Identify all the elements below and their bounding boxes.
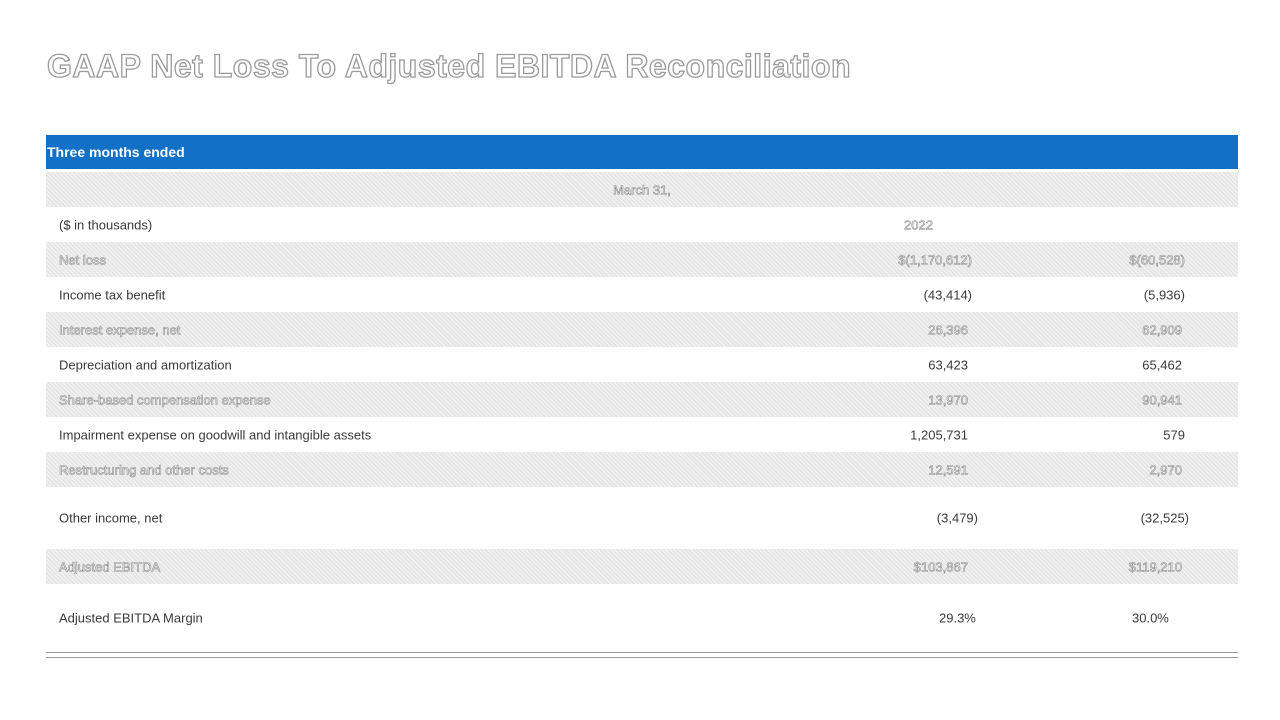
row-label: Interest expense, net bbox=[59, 322, 181, 338]
row-value-2021: 30.0% bbox=[1132, 610, 1169, 626]
row-value-2021: (5,936) bbox=[1143, 287, 1185, 302]
table-row: Adjusted EBITDA $103,867 $119,210 bbox=[46, 549, 1238, 584]
row-label: Share-based compensation expense bbox=[59, 392, 271, 408]
row-value-2021: 65,462 bbox=[1142, 357, 1182, 372]
row-value-2021: 90,941 bbox=[1142, 392, 1182, 408]
table-row: Interest expense, net 26,396 62,909 bbox=[46, 312, 1238, 347]
table-row: Restructuring and other costs 12,591 2,9… bbox=[46, 452, 1238, 487]
row-label: Income tax benefit bbox=[59, 287, 166, 302]
row-value-2022: (43,414) bbox=[923, 287, 972, 302]
units-row: ($ in thousands) 2022 bbox=[46, 207, 1238, 242]
row-label: Adjusted EBITDA bbox=[59, 559, 161, 575]
row-value-2022: $(1,170,612) bbox=[898, 252, 972, 268]
row-label: Impairment expense on goodwill and intan… bbox=[59, 427, 372, 442]
row-label: Adjusted EBITDA Margin bbox=[59, 610, 203, 626]
table-row: Share-based compensation expense 13,970 … bbox=[46, 382, 1238, 417]
table-row: Impairment expense on goodwill and intan… bbox=[46, 417, 1238, 452]
year-label: 2022 bbox=[904, 217, 934, 233]
period-row: March 31, bbox=[46, 172, 1238, 207]
period-label: March 31, bbox=[613, 182, 671, 198]
row-label: Depreciation and amortization bbox=[59, 357, 232, 372]
row-value-2021: 579 bbox=[1163, 427, 1185, 442]
row-value-2022: (3,479) bbox=[936, 510, 978, 526]
table-header-label: Three months ended bbox=[47, 144, 185, 160]
row-value-2021: (32,525) bbox=[1140, 510, 1189, 526]
row-value-2022: 26,396 bbox=[928, 322, 968, 338]
table-row: Depreciation and amortization 63,423 65,… bbox=[46, 347, 1238, 382]
row-value-2021: $(60,528) bbox=[1129, 252, 1185, 268]
page-title: GAAP Net Loss To Adjusted EBITDA Reconci… bbox=[46, 47, 852, 84]
row-value-2022: 63,423 bbox=[928, 357, 968, 372]
row-value-2022: 12,591 bbox=[928, 462, 968, 478]
row-label: Net loss bbox=[59, 252, 107, 268]
table-row: Income tax benefit (43,414) (5,936) bbox=[46, 277, 1238, 312]
row-label: Other income, net bbox=[59, 510, 163, 526]
row-value-2022: 13,970 bbox=[928, 392, 968, 408]
row-label: Restructuring and other costs bbox=[59, 462, 229, 478]
table-row: Other income, net (3,479) (32,525) bbox=[46, 487, 1238, 549]
row-value-2022: 1,205,731 bbox=[910, 427, 968, 442]
reconciliation-table: Three months ended March 31, ($ in thous… bbox=[46, 135, 1238, 658]
table-header: Three months ended bbox=[46, 135, 1238, 172]
row-value-2022: 29.3% bbox=[939, 610, 976, 626]
table-row: Net loss $(1,170,612) $(60,528) bbox=[46, 242, 1238, 277]
units-label: ($ in thousands) bbox=[59, 217, 153, 232]
table-bottom-rule bbox=[46, 652, 1238, 658]
row-value-2021: $119,210 bbox=[1128, 559, 1182, 575]
row-value-2022: $103,867 bbox=[913, 559, 968, 575]
table-row: Adjusted EBITDA Margin 29.3% 30.0% bbox=[46, 584, 1238, 652]
row-value-2021: 2,970 bbox=[1149, 462, 1182, 478]
row-value-2021: 62,909 bbox=[1142, 322, 1182, 338]
